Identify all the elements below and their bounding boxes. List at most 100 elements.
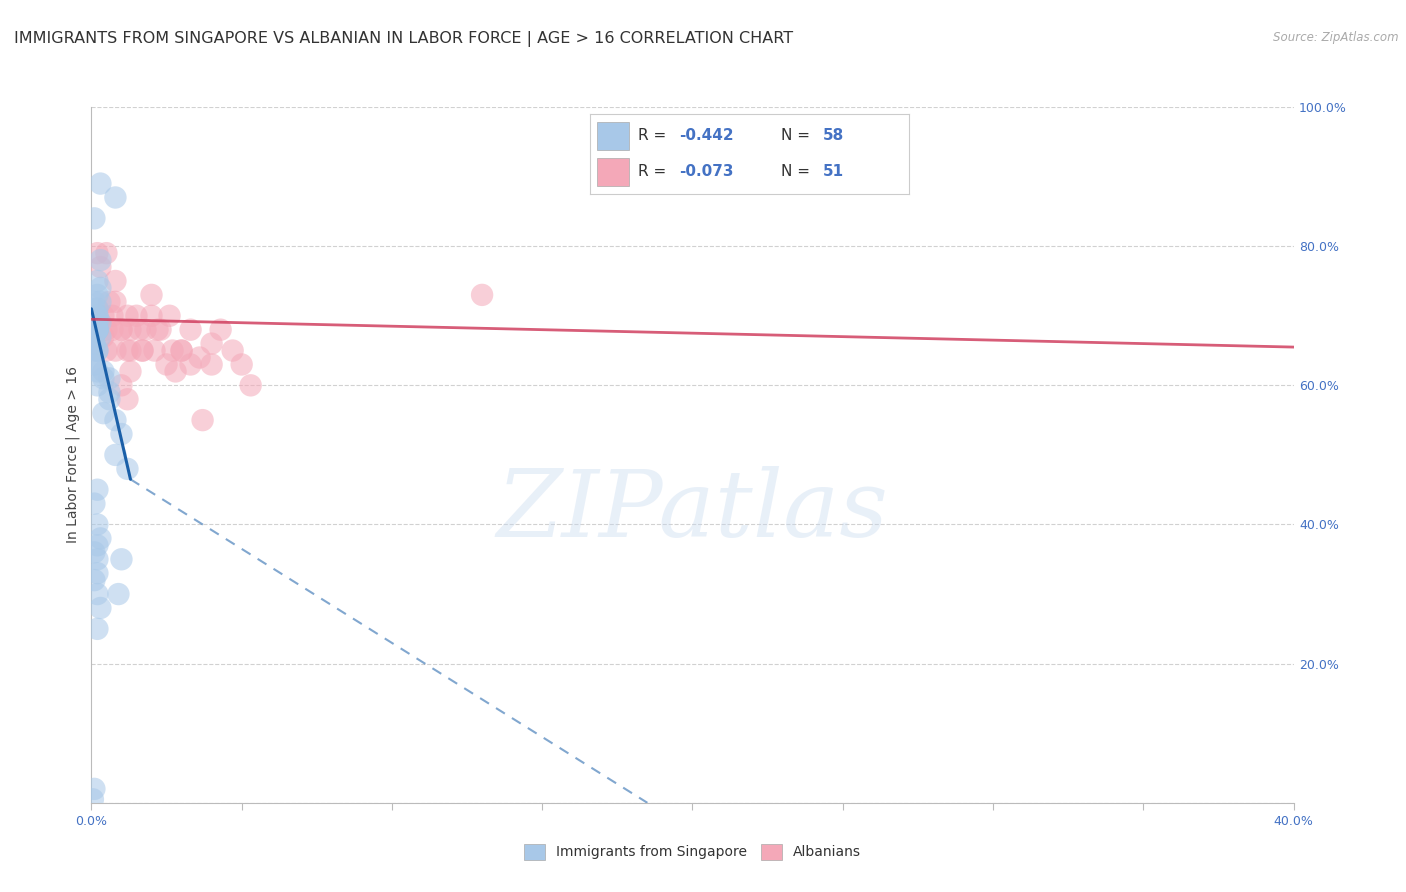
Point <box>117 309 139 323</box>
Point <box>86 246 108 260</box>
Point <box>117 462 139 476</box>
Point <box>83 781 105 796</box>
Point <box>155 358 177 372</box>
Point <box>83 294 105 309</box>
Point <box>104 448 127 462</box>
Point <box>96 323 118 337</box>
Point <box>93 371 115 385</box>
Point <box>98 392 121 407</box>
Point <box>83 343 105 358</box>
Point <box>117 392 139 407</box>
Point <box>86 288 108 302</box>
Point <box>110 427 132 442</box>
Point <box>191 413 214 427</box>
Point <box>98 385 121 400</box>
Text: Source: ZipAtlas.com: Source: ZipAtlas.com <box>1274 31 1399 45</box>
Point <box>89 601 111 615</box>
Point <box>89 316 111 330</box>
Point <box>86 274 108 288</box>
Point <box>471 288 494 302</box>
Point <box>125 309 148 323</box>
Point <box>107 587 129 601</box>
Point <box>83 545 105 559</box>
Point <box>89 253 111 268</box>
Point <box>209 323 232 337</box>
Point <box>104 190 127 204</box>
Point <box>104 343 127 358</box>
Y-axis label: In Labor Force | Age > 16: In Labor Force | Age > 16 <box>66 367 80 543</box>
Point <box>83 329 105 343</box>
Point <box>86 323 108 337</box>
Point <box>89 532 111 546</box>
Point <box>134 323 156 337</box>
Point <box>86 622 108 636</box>
Point <box>141 288 163 302</box>
Point <box>83 301 105 316</box>
Legend: Immigrants from Singapore, Albanians: Immigrants from Singapore, Albanians <box>519 838 866 865</box>
Point <box>86 343 108 358</box>
Point <box>96 343 118 358</box>
Point <box>86 316 108 330</box>
Point <box>86 483 108 497</box>
Point <box>93 364 115 378</box>
Point <box>149 323 172 337</box>
Point <box>104 413 127 427</box>
Point <box>83 211 105 226</box>
Point <box>86 587 108 601</box>
Text: IMMIGRANTS FROM SINGAPORE VS ALBANIAN IN LABOR FORCE | AGE > 16 CORRELATION CHAR: IMMIGRANTS FROM SINGAPORE VS ALBANIAN IN… <box>14 31 793 47</box>
Point <box>141 309 163 323</box>
Point <box>86 566 108 581</box>
Point <box>89 316 111 330</box>
Point <box>93 329 115 343</box>
Point <box>180 358 202 372</box>
Point <box>86 309 108 323</box>
Point <box>86 309 108 323</box>
Point <box>110 323 132 337</box>
Point <box>165 364 187 378</box>
Point <box>120 343 142 358</box>
Point <box>98 294 121 309</box>
Point <box>159 309 181 323</box>
Point <box>89 177 111 191</box>
Point <box>83 358 105 372</box>
Point <box>83 497 105 511</box>
Point <box>120 364 142 378</box>
Point <box>101 323 124 337</box>
Point <box>221 343 243 358</box>
Point <box>83 358 105 372</box>
Text: ZIPatlas: ZIPatlas <box>496 466 889 556</box>
Point <box>101 309 124 323</box>
Point <box>104 294 127 309</box>
Point <box>86 552 108 566</box>
Point <box>170 343 193 358</box>
Point <box>86 517 108 532</box>
Point <box>86 323 108 337</box>
Point <box>131 343 153 358</box>
Point <box>89 294 111 309</box>
Point <box>86 323 108 337</box>
Point <box>110 552 132 566</box>
Point <box>93 309 115 323</box>
Point <box>86 364 108 378</box>
Point <box>86 301 108 316</box>
Point <box>128 323 150 337</box>
Point <box>86 301 108 316</box>
Point <box>143 343 166 358</box>
Point <box>170 343 193 358</box>
Point <box>86 316 108 330</box>
Point <box>239 378 262 392</box>
Point <box>120 323 142 337</box>
Point <box>86 323 108 337</box>
Point <box>96 246 118 260</box>
Point <box>89 260 111 274</box>
Point <box>86 378 108 392</box>
Point <box>86 538 108 552</box>
Point <box>83 336 105 351</box>
Point <box>231 358 253 372</box>
Point <box>104 274 127 288</box>
Point <box>201 336 224 351</box>
Point <box>83 336 105 351</box>
Point <box>146 323 169 337</box>
Point <box>110 323 132 337</box>
Point <box>86 343 108 358</box>
